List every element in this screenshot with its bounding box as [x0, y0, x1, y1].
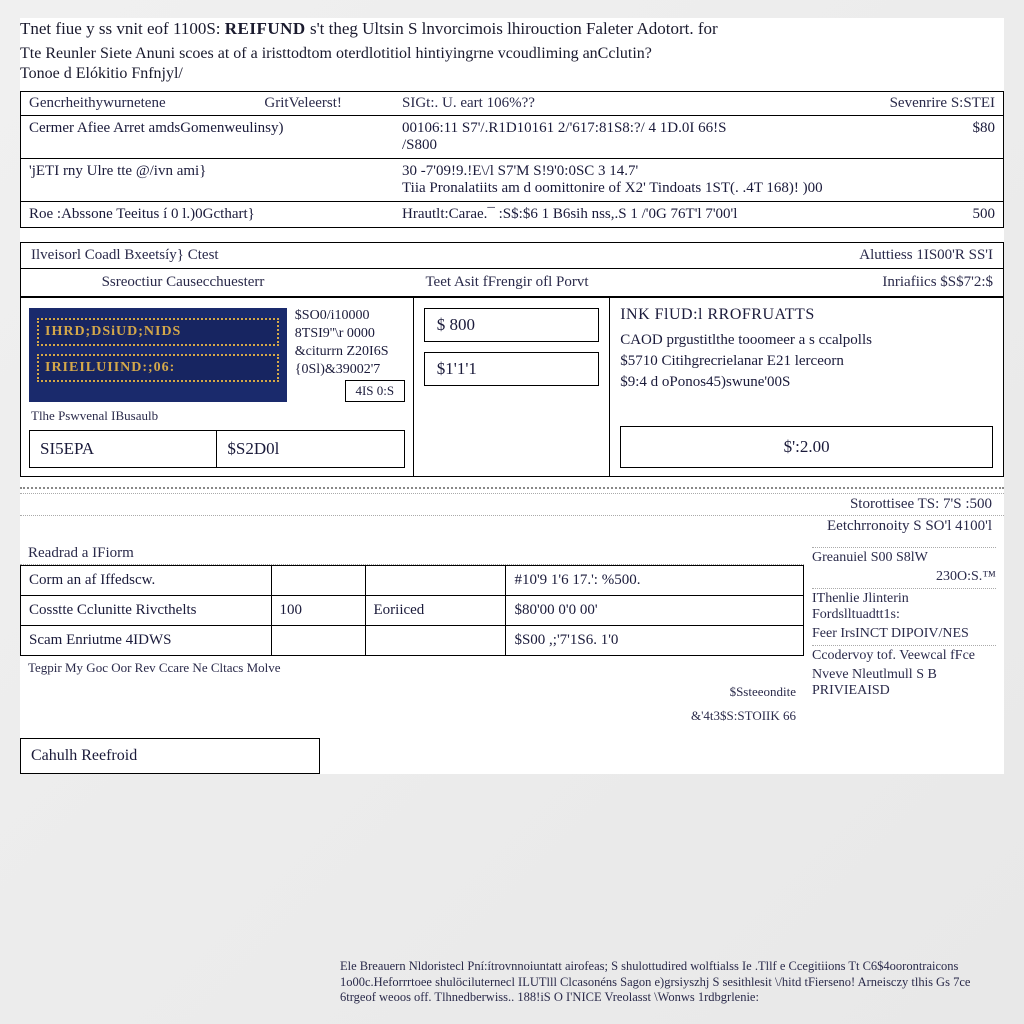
right-l1: CAOD prgustitlthe tooomeer a s ccalpolls	[620, 332, 993, 349]
card-footer: SI5EPA $S2D0l	[29, 430, 405, 468]
stamp-1: IHRD;DSiUD;NIDS	[37, 318, 279, 346]
t1-r2-c: 500	[846, 201, 1003, 227]
t3-r1-3: $80'00 0'0 00'	[506, 595, 804, 625]
t3-r2-1	[271, 625, 365, 655]
summary-line-b: Eetchrronoity S SO'l 4100'l	[20, 515, 1004, 537]
right-title: INK FlUD:l RROFRUATTS	[620, 306, 993, 324]
t3-r2-2	[365, 625, 506, 655]
t1-r1-a: 'jETI rny Ulre tte @/ivn ami}	[21, 158, 395, 201]
t3-r0-2	[365, 565, 506, 595]
card-side-0: $SO0/i10000	[295, 308, 405, 324]
cash-refund-box: Cahulh Reefroid	[20, 738, 320, 774]
t1-r2-b: Hrautlt:Carae.¯ :S$:$6 1 B6sih nss,.S 1 …	[394, 201, 846, 227]
card-side-1: 8TSI9''\r 0000	[295, 326, 405, 342]
sr-a: Greanuiel S00 S8lW	[812, 547, 996, 566]
section-2-subheader: Ssreoctiur Causecchuesterr Teet Asit fFr…	[21, 268, 1003, 296]
t1-r1-c	[846, 158, 1003, 201]
section-3-right: Greanuiel S00 S8lW 230O:S.™ IThenlie Jli…	[804, 543, 1004, 774]
card-side-2: &citurrn Z20I6S	[295, 344, 405, 360]
sec3-head: Readrad a IFiorm	[20, 543, 804, 565]
refund-card: IHRD;DSiUD;NIDS IRIEILUIIND:;06: $SO0/i1…	[21, 298, 414, 476]
section-2-header: Ilveisorl Coadl Bxeetsíy} Ctest Alutties…	[21, 243, 1003, 268]
dotted-separator	[20, 487, 1004, 489]
sec2-sub-b: Teet Asit fFrengir ofl Porvt	[345, 274, 669, 291]
sec2-sub-a: Ssreoctiur Causecchuesterr	[21, 274, 345, 291]
t3-r0-0: Corm an af Iffedscw.	[21, 565, 272, 595]
footer-text: Ele Breauern Nldoristecl Pní:ítrovnnoiun…	[340, 959, 1004, 1006]
section-2: Ilveisorl Coadl Bxeetsíy} Ctest Alutties…	[20, 242, 1004, 477]
sr-c: IThenlie Jlinterin Fordslltuadtt1s:	[812, 588, 996, 623]
sec2-head-right: Aluttiess 1IS00'R SS'I	[859, 247, 993, 264]
t3-r0-3: #10'9 1'6 17.': %500.	[506, 565, 804, 595]
t1-r0-c: $80	[846, 115, 1003, 158]
t3-r0-1	[271, 565, 365, 595]
right-foot-box: $':2.00	[620, 426, 993, 468]
right-l3: $9:4 d oPonos45)swune'00S	[620, 374, 993, 391]
card-small-box: 4IS 0:S	[345, 380, 405, 402]
mid-box-1: $ 800	[424, 308, 599, 342]
stamp-2: IRIEILUIIND:;06:	[37, 354, 279, 382]
t3-note: Tegpir My Goc Oor Rev Ccare Ne Cltacs Mo…	[20, 656, 804, 680]
intro-bold: REIFUND	[225, 19, 306, 38]
intro-line-2: Tte Reunler Siete Anuni scoes at of a ir…	[20, 45, 1004, 63]
card-note: Tlhe Pswvenal IBusaulb	[29, 408, 405, 424]
sec2-sub-c: Inriafiics $S$7'2:$	[669, 274, 1003, 291]
t3-r2-3: $S00 ,;'7'1S6. 1'0	[506, 625, 804, 655]
t3-r1-1: 100	[271, 595, 365, 625]
t1-r1-b1: 30 -7'09!9.!E\/l S7'M S!9'0:0SC 3 14.7'	[402, 163, 838, 180]
t1-r1-b: 30 -7'09!9.!E\/l S7'M S!9'0:0SC 3 14.7' …	[394, 158, 846, 201]
t1-header-0: Gencrheithywurnetene	[21, 91, 257, 115]
t1-r1-b2: Tiia Pronalatiits am d oomittonire of X2…	[402, 180, 838, 197]
card-side-values: $SO0/i10000 8TSI9''\r 0000 &citurrn Z20I…	[295, 308, 405, 402]
right-column: INK FlUD:l RROFRUATTS CAOD prgustitlthe …	[610, 298, 1003, 476]
t3-r2-0: Scam Enriutme 4IDWS	[21, 625, 272, 655]
t3-r1-2: Eoriiced	[365, 595, 506, 625]
intro-line-3: Tonoe d Elókitio Fnfnjyl/	[20, 65, 1004, 83]
card-foot-b: $S2D0l	[217, 431, 403, 467]
card-side-3: {0Sl)&39002'7	[295, 362, 405, 378]
section-3: Readrad a IFiorm Corm an af Iffedscw. #1…	[20, 543, 1004, 774]
right-l2: $5710 Citihgrecrielanar E21 lerceorn	[620, 353, 993, 370]
middle-column: $ 800 $1'1'1	[414, 298, 610, 476]
document-page: Tnet fiue y ss vnit eof 1100S: REIFUND s…	[20, 18, 1004, 774]
detail-table: Corm an af Iffedscw. #10'9 1'6 17.': %50…	[20, 565, 804, 656]
card-foot-a: SI5EPA	[30, 431, 217, 467]
t3-extra-0: $Ssteeondite	[20, 680, 804, 704]
sec2-head-left: Ilveisorl Coadl Bxeetsíy} Ctest	[31, 247, 219, 264]
sr-f: Nveve Nleutlmull S B PRIVIEAISD	[812, 667, 996, 699]
t1-header-1: GritVeleerst!	[256, 91, 394, 115]
sr-d: Feer IrsINCT DIPOIV/NES	[812, 626, 996, 642]
t1-header-2: SIGt:. U. eart 106%??	[394, 91, 846, 115]
card-blue-panel: IHRD;DSiUD;NIDS IRIEILUIIND:;06:	[29, 308, 287, 402]
intro-text-c: s't theg Ultsin S lnvorcimois lhirouctio…	[306, 19, 718, 38]
summary-table: Gencrheithywurnetene GritVeleerst! SIGt:…	[20, 91, 1004, 228]
mid-box-2: $1'1'1	[424, 352, 599, 386]
t1-r0-b: 00106:11 S7'/.R1D10161 2/'617:81S8:?/ 4 …	[394, 115, 846, 158]
t1-r0-a: Cermer Afiee Arret amdsGomenweulinsy)	[21, 115, 395, 158]
t1-header-3: Sevenrire S:STEI	[846, 91, 1003, 115]
t3-r1-0: Cosstte Cclunitte Rivcthelts	[21, 595, 272, 625]
sr-e: Ccodervoy tof. Veewcal fFce	[812, 645, 996, 664]
t3-extra-1: &'4t3$S:STOIIK 66	[20, 704, 804, 728]
t1-r2-a: Roe :Abssone Teeitus í 0 l.)0Gcthart}	[21, 201, 395, 227]
summary-line-a: Storottisee TS: 7'S :500	[20, 493, 1004, 515]
section-3-left: Readrad a IFiorm Corm an af Iffedscw. #1…	[20, 543, 804, 774]
t1-r0-b1: 00106:11 S7'/.R1D10161 2/'617:81S8:?/ 4 …	[402, 120, 838, 137]
intro-line-1: Tnet fiue y ss vnit eof 1100S: REIFUND s…	[20, 18, 1004, 41]
section-2-body: IHRD;DSiUD;NIDS IRIEILUIIND:;06: $SO0/i1…	[21, 296, 1003, 476]
sr-b: 230O:S.™	[812, 569, 996, 585]
intro-text-a: Tnet fiue y ss vnit eof 1100S:	[20, 19, 225, 38]
t1-r0-b2: /S800	[402, 137, 838, 154]
